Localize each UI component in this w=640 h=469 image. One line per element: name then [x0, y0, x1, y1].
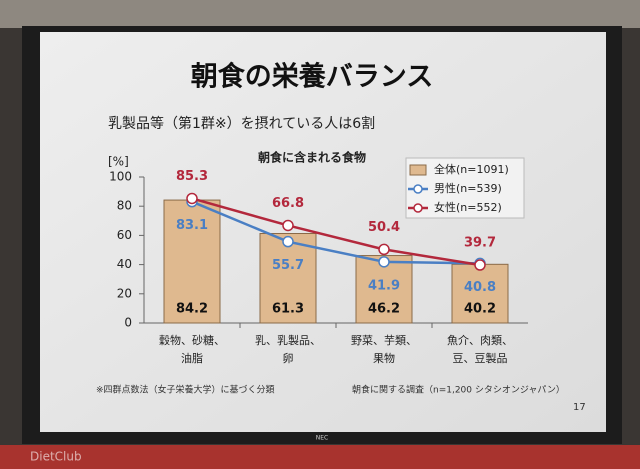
y-tick-label: 80 — [117, 199, 132, 213]
y-tick-label: 60 — [117, 228, 132, 242]
y-tick-label: 40 — [117, 257, 132, 271]
x-tick-label: 乳、乳製品、 — [255, 333, 321, 347]
legend-swatch — [409, 164, 427, 176]
watermark: DietClub — [30, 450, 82, 464]
page-number: 17 — [573, 402, 586, 413]
x-tick-label: 豆、豆製品 — [453, 351, 508, 365]
marker — [378, 256, 390, 268]
x-tick-label: 穀物、砂糖、 — [159, 333, 225, 347]
legend-label: 女性(n=552) — [434, 200, 502, 214]
point-label: 66.8 — [272, 196, 304, 211]
marker — [282, 235, 294, 248]
legend-label: 男性(n=539) — [434, 181, 502, 195]
ceiling — [0, 0, 640, 28]
bar — [451, 263, 509, 324]
bar-label: 40.2 — [464, 302, 496, 317]
slide — [40, 32, 606, 432]
point-label: 83.1 — [176, 218, 208, 233]
footnote: ※四群点数法（女子栄養大学）に基づく分類 — [96, 384, 275, 396]
y-tick-label: 100 — [109, 170, 132, 184]
bar — [259, 233, 317, 324]
marker — [474, 259, 486, 271]
legend-label: 全体(n=1091) — [434, 162, 509, 176]
x-tick-label: 卵 — [283, 352, 294, 365]
x-tick-label: 油脂 — [181, 351, 203, 365]
marker — [186, 192, 198, 205]
marker — [378, 243, 390, 256]
chart-title: 朝食に含まれる食物 — [258, 150, 366, 165]
slide-subtitle: 乳製品等（第1群※）を摂れている人は6割 — [108, 115, 375, 132]
bar-label: 84.2 — [176, 302, 208, 317]
slide-title: 朝食の栄養バランス — [191, 61, 433, 93]
point-label: 85.3 — [176, 169, 208, 184]
point-label: 40.8 — [464, 280, 496, 295]
y-axis-label: [%] — [108, 155, 129, 169]
projector-brand: NEC — [316, 435, 328, 442]
marker — [282, 219, 294, 232]
point-label: 39.7 — [464, 236, 496, 251]
floor-banner — [0, 445, 640, 469]
line — [191, 197, 481, 267]
point-label: 50.4 — [368, 220, 400, 235]
bar-label: 46.2 — [368, 302, 400, 317]
bar-label: 61.3 — [272, 302, 304, 317]
x-tick-label: 野菜、芋類、 — [351, 334, 417, 347]
legend-marker — [413, 184, 423, 194]
y-tick-label: 0 — [124, 316, 132, 330]
point-label: 41.9 — [368, 278, 400, 293]
legend-marker — [413, 203, 423, 213]
line — [191, 200, 481, 265]
source: 朝食に関する調査（n=1,200 シタシオンジャパン） — [352, 384, 565, 396]
bar — [163, 199, 221, 324]
x-tick-label: 魚介、肉類、 — [447, 334, 513, 347]
y-tick-label: 20 — [117, 286, 132, 300]
point-label: 55.7 — [272, 258, 304, 273]
x-tick-label: 果物 — [373, 351, 395, 365]
